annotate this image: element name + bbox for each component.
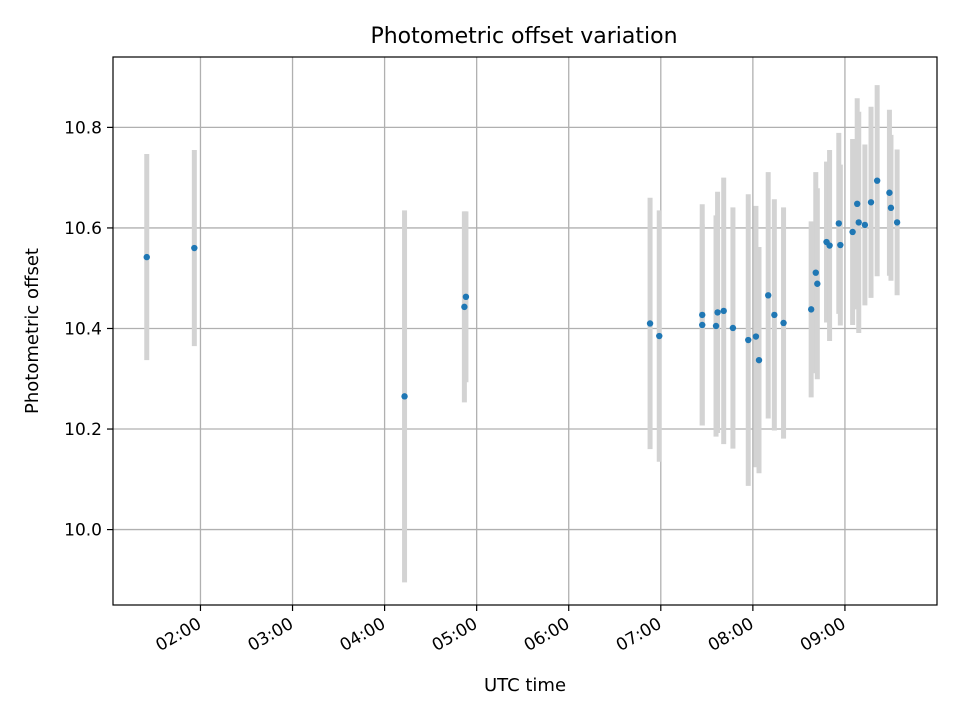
x-tick-label: 09:00 bbox=[797, 614, 849, 656]
y-tick-label: 10.4 bbox=[64, 319, 102, 339]
data-point bbox=[886, 189, 893, 196]
error-bars bbox=[144, 85, 900, 583]
data-points bbox=[143, 177, 901, 400]
x-tick-label: 06:00 bbox=[521, 614, 573, 656]
data-point bbox=[461, 303, 468, 311]
data-point bbox=[720, 307, 727, 315]
data-point bbox=[849, 228, 856, 236]
data-point bbox=[699, 311, 706, 319]
data-point bbox=[814, 280, 821, 287]
data-point bbox=[867, 199, 875, 206]
data-point bbox=[712, 322, 720, 330]
data-point bbox=[854, 200, 861, 208]
data-point bbox=[893, 219, 901, 226]
x-tick-label: 05:00 bbox=[429, 614, 481, 656]
data-point bbox=[462, 293, 470, 301]
data-point bbox=[143, 253, 150, 261]
data-point bbox=[765, 292, 772, 299]
y-tick-label: 10.0 bbox=[64, 521, 102, 541]
data-point bbox=[812, 269, 819, 276]
data-point bbox=[729, 324, 737, 332]
data-point bbox=[191, 244, 198, 252]
data-point bbox=[780, 319, 787, 327]
x-tick-label: 02:00 bbox=[153, 614, 205, 656]
x-tick-label: 07:00 bbox=[613, 614, 665, 656]
y-tick-label: 10.2 bbox=[64, 420, 102, 440]
data-point bbox=[656, 332, 663, 340]
x-tick-label: 04:00 bbox=[337, 614, 389, 656]
data-point bbox=[771, 311, 778, 319]
x-axis-label: UTC time bbox=[484, 675, 566, 696]
y-axis-ticks: 10.0 10.2 10.4 10.6 10.8 bbox=[64, 118, 113, 541]
data-point bbox=[755, 356, 763, 364]
plot-frame bbox=[112, 56, 938, 606]
data-point bbox=[861, 221, 869, 229]
data-point bbox=[855, 219, 862, 226]
data-point bbox=[646, 320, 654, 327]
data-point bbox=[714, 309, 721, 316]
chart-title: Photometric offset variation bbox=[370, 24, 677, 49]
x-tick-label: 08:00 bbox=[705, 614, 757, 656]
data-point bbox=[401, 393, 408, 400]
data-point bbox=[837, 241, 844, 249]
y-axis-label: Photometric offset bbox=[22, 248, 43, 414]
x-axis-ticks: 02:00 03:00 04:00 05:00 06:00 07:00 08:00 09:00 bbox=[153, 605, 849, 656]
data-point bbox=[835, 220, 842, 227]
y-tick-label: 10.6 bbox=[64, 219, 102, 239]
x-tick-label: 03:00 bbox=[245, 614, 297, 656]
data-point bbox=[873, 177, 881, 184]
data-point bbox=[807, 306, 815, 313]
y-tick-label: 10.8 bbox=[64, 118, 102, 138]
data-point bbox=[887, 204, 895, 212]
data-point bbox=[826, 242, 833, 249]
data-point bbox=[752, 333, 760, 340]
data-point bbox=[699, 321, 706, 329]
data-point bbox=[745, 336, 752, 344]
